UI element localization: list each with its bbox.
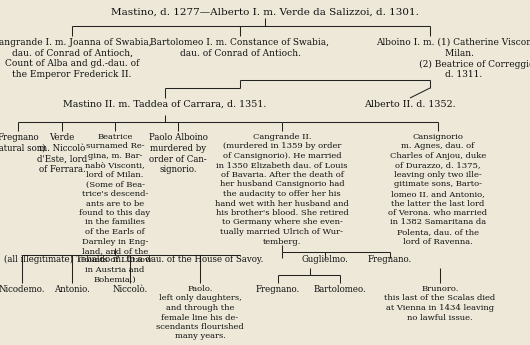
Text: Alberto II. d. 1352.: Alberto II. d. 1352. bbox=[364, 100, 456, 109]
Text: Fregnano.: Fregnano. bbox=[256, 285, 300, 294]
Text: (all illegitimate) Tebaldo m. to a dau. of the House of Savoy.: (all illegitimate) Tebaldo m. to a dau. … bbox=[4, 255, 263, 264]
Text: Mastino, d. 1277—Alberto I. m. Verde da Salizzoi, d. 1301.: Mastino, d. 1277—Alberto I. m. Verde da … bbox=[111, 8, 419, 17]
Text: Bartolomeo I. m. Constance of Swabia,
dau. of Conrad of Antioch.: Bartolomeo I. m. Constance of Swabia, da… bbox=[151, 38, 330, 58]
Text: Fregnano.: Fregnano. bbox=[368, 255, 412, 264]
Text: Verde
m. Niccolò
d'Este, lord
of Ferrara.: Verde m. Niccolò d'Este, lord of Ferrara… bbox=[37, 133, 87, 174]
Text: Guglielmo.: Guglielmo. bbox=[302, 255, 348, 264]
Text: Nicodemo.: Nicodemo. bbox=[0, 285, 45, 294]
Text: Cangrande II.
(murdered in 1359 by order
of Cansignorio). He married
in 1350 Eli: Cangrande II. (murdered in 1359 by order… bbox=[215, 133, 349, 246]
Text: Cansignorio
m. Agnes, dau. of
Charles of Anjou, duke
of Durazzo, d. 1375,
leavin: Cansignorio m. Agnes, dau. of Charles of… bbox=[388, 133, 488, 246]
Text: Antonio.: Antonio. bbox=[54, 285, 90, 294]
Text: Mastino II. m. Taddea of Carrara, d. 1351.: Mastino II. m. Taddea of Carrara, d. 135… bbox=[63, 100, 267, 109]
Text: Fregnano
(natural son): Fregnano (natural son) bbox=[0, 133, 46, 153]
Text: Paolo Alboino
murdered by
order of Can-
signorio.: Paolo Alboino murdered by order of Can- … bbox=[148, 133, 207, 174]
Text: Paolo.
left only daughters,
and through the
female line his de-
scendants flouri: Paolo. left only daughters, and through … bbox=[156, 285, 244, 341]
Text: Brunoro.
this last of the Scalas died
at Vienna in 1434 leaving
no lawful issue.: Brunoro. this last of the Scalas died at… bbox=[384, 285, 496, 322]
Text: Bartolomeo.: Bartolomeo. bbox=[314, 285, 366, 294]
Text: Niccolò.: Niccolò. bbox=[112, 285, 148, 294]
Text: Beatrice
surnamed Re-
gina, m. Bar-
nabò Visconti,
lord of Milan.
(Some of Bea-
: Beatrice surnamed Re- gina, m. Bar- nabò… bbox=[78, 133, 152, 284]
Text: Cangrande I. m. Joanna of Swabia,
dau. of Conrad of Antioch,
Count of Alba and g: Cangrande I. m. Joanna of Swabia, dau. o… bbox=[0, 38, 152, 79]
Text: Alboino I. m. (1) Catherine Visconti of
                        Milan.
         : Alboino I. m. (1) Catherine Visconti of … bbox=[376, 38, 530, 79]
